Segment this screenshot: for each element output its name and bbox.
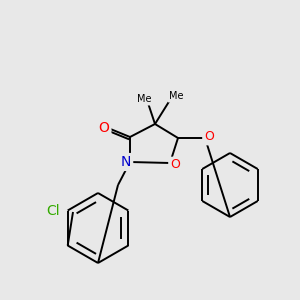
Text: Me: Me — [137, 94, 151, 104]
Text: N: N — [121, 155, 131, 169]
Text: Me: Me — [169, 91, 183, 101]
Text: O: O — [204, 130, 214, 143]
Text: O: O — [99, 121, 110, 135]
Text: Cl: Cl — [46, 204, 60, 218]
Text: O: O — [170, 158, 180, 172]
